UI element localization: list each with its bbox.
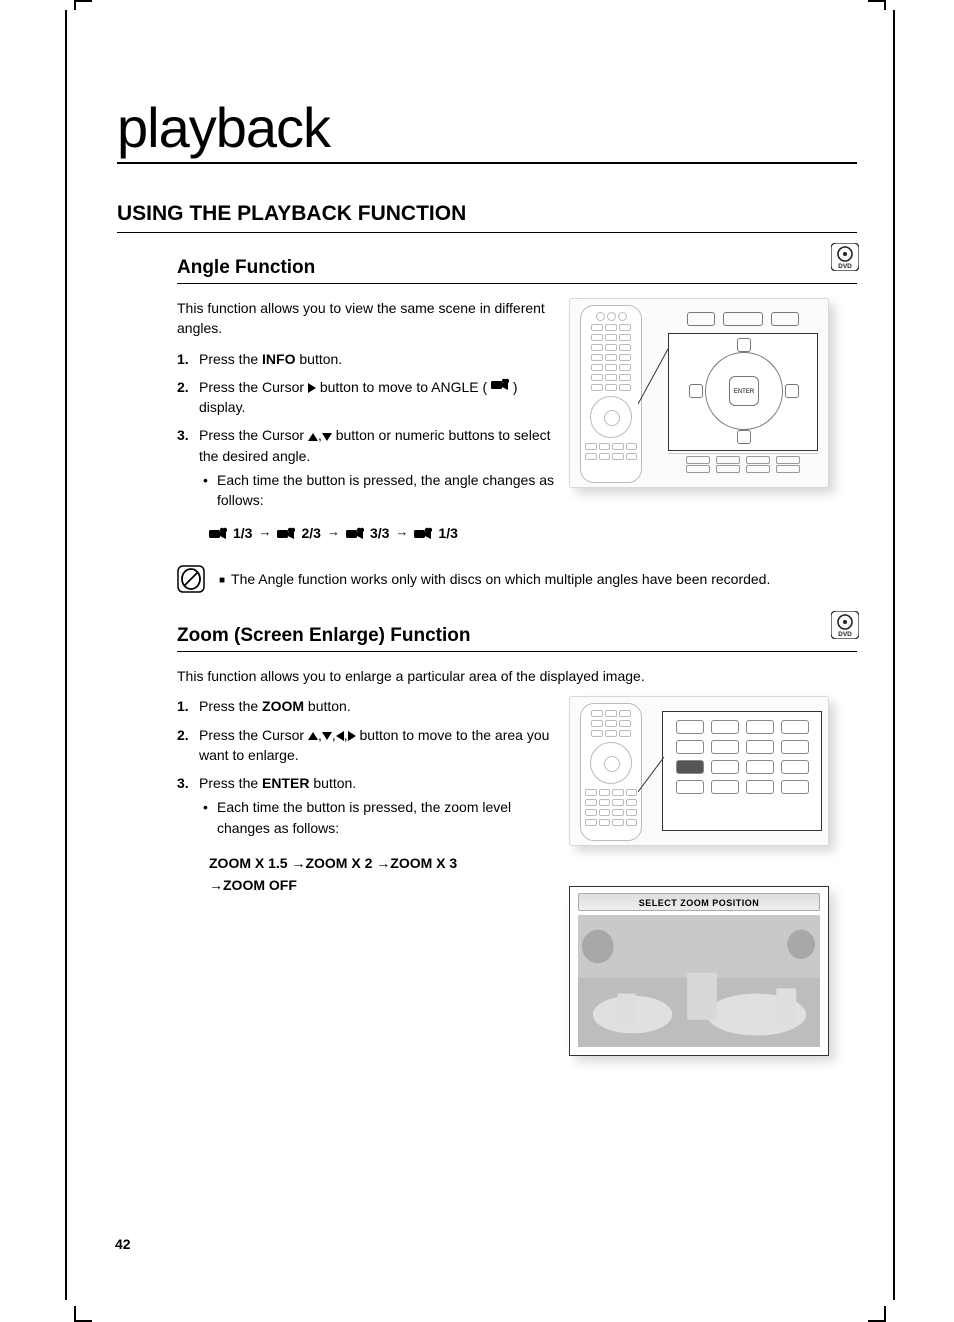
angle-diagram: ENTER (569, 298, 857, 543)
angle-title: Angle Function (177, 257, 857, 284)
note-icon (177, 565, 205, 593)
angle-step-1: 1. Press the INFO button. (177, 349, 557, 369)
zoom-title: Zoom (Screen Enlarge) Function (177, 625, 857, 652)
angle-intro: This function allows you to view the sam… (177, 298, 557, 339)
cursor-right-icon (348, 731, 356, 741)
remote-icon (580, 305, 642, 483)
zoom-diagrams: SELECT ZOOM POSITION (569, 696, 857, 1056)
angle-step-2: 2. Press the Cursor button to move to AN… (177, 377, 557, 418)
callout-button-grid (662, 711, 822, 831)
arrow-right-icon: → (395, 523, 408, 542)
note-bullet-icon: ■ (219, 573, 225, 588)
zoom-sequence: ZOOM X 1.5 →ZOOM X 2 →ZOOM X 3 →ZOOM OFF (209, 852, 557, 897)
page-number: 42 (115, 1236, 131, 1252)
cursor-up-icon (308, 433, 318, 441)
camera-angle-icon (414, 526, 432, 540)
zoom-remote-diagram (569, 696, 829, 846)
angle-step-3: 3. Press the Cursor , button or numeric … (177, 425, 557, 510)
arrow-right-icon: → (258, 523, 271, 542)
callout-line-icon (638, 349, 672, 409)
tv-screen-image (578, 915, 820, 1047)
arrow-right-icon: → (291, 855, 305, 871)
zoom-intro: This function allows you to enlarge a pa… (177, 666, 857, 686)
zoom-step-1: 1. Press the ZOOM button. (177, 696, 557, 716)
angle-section: DVD Angle Function This function allows … (177, 257, 857, 593)
section-title: USING THE PLAYBACK FUNCTION (117, 202, 857, 233)
zoom-steps: 1. Press the ZOOM button. 2. Press the C… (177, 696, 557, 838)
cursor-down-icon (322, 732, 332, 740)
callout-line-icon (638, 757, 668, 797)
arrow-right-icon: → (209, 877, 223, 893)
zoom-section: DVD Zoom (Screen Enlarge) Function This … (177, 625, 857, 1056)
svg-text:DVD: DVD (838, 631, 852, 638)
manual-page: playback USING THE PLAYBACK FUNCTION DVD… (65, 10, 895, 1300)
angle-note: ■ The Angle function works only with disc… (177, 565, 857, 593)
remote-icon (580, 703, 642, 841)
arrow-right-icon: → (376, 855, 390, 871)
dvd-badge-label: DVD (838, 263, 852, 270)
tv-banner-text: SELECT ZOOM POSITION (578, 893, 820, 911)
cursor-down-icon (322, 433, 332, 441)
angle-steps: 1. Press the INFO button. 2. Press the C… (177, 349, 557, 511)
camera-angle-icon (277, 526, 295, 540)
angle-sub-bullet: Each time the button is pressed, the ang… (199, 470, 557, 511)
arrow-right-icon: → (327, 523, 340, 542)
zoom-step-2: 2. Press the Cursor ,,, button to move t… (177, 725, 557, 766)
cursor-up-icon (308, 732, 318, 740)
tv-preview: SELECT ZOOM POSITION (569, 886, 829, 1056)
callout-dpad: ENTER (668, 333, 818, 451)
dvd-badge-icon: DVD (831, 243, 859, 271)
cursor-left-icon (336, 731, 344, 741)
angle-note-text: The Angle function works only with discs… (231, 571, 770, 587)
angle-sequence: 1/3→ 2/3→ 3/3→ 1/3 (209, 523, 557, 543)
dvd-badge-icon: DVD (831, 611, 859, 639)
content-area: playback USING THE PLAYBACK FUNCTION DVD… (117, 95, 857, 1056)
zoom-sub-bullet: Each time the button is pressed, the zoo… (199, 797, 557, 838)
camera-angle-icon (491, 377, 509, 391)
camera-angle-icon (209, 526, 227, 540)
zoom-step-3: 3. Press the ENTER button. Each time the… (177, 773, 557, 838)
callout-bottom-buttons (668, 453, 818, 481)
camera-angle-icon (346, 526, 364, 540)
callout-top-buttons (668, 309, 818, 329)
chapter-title: playback (117, 95, 857, 164)
cursor-right-icon (308, 383, 316, 393)
enter-button-icon: ENTER (729, 376, 759, 406)
